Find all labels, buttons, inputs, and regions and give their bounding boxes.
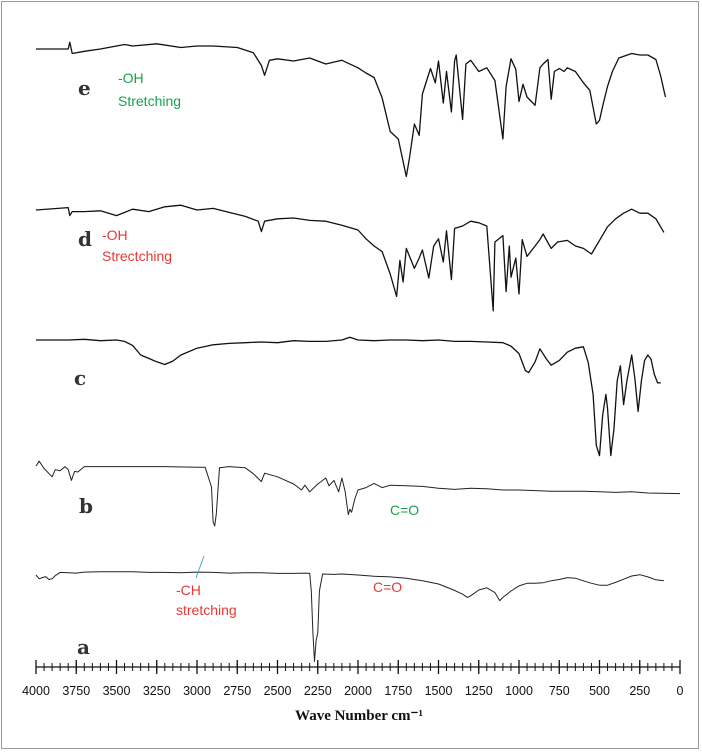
x-tick-label: 2750: [223, 684, 251, 698]
annotation-a-line1: -CH: [176, 582, 201, 598]
x-tick-label: 3750: [62, 684, 90, 698]
annotation-a-co: C=O: [373, 579, 402, 595]
annotation-b-co: C=O: [390, 502, 419, 518]
annotation-e-line1: -OH: [118, 70, 144, 86]
x-tick-label: 1000: [505, 684, 533, 698]
x-tick-label: 4000: [22, 684, 50, 698]
x-tick-label: 3000: [183, 684, 211, 698]
x-tick-label: 500: [589, 684, 610, 698]
panel-letter-a: a: [77, 635, 90, 659]
x-axis: 4000 3750 3500 3250 3000 2750 2500 2250 2000 1750…: [22, 660, 684, 698]
annotation-e-line2: Stretching: [118, 93, 181, 109]
x-tick-label: 2250: [304, 684, 332, 698]
x-tick-label: 1500: [425, 684, 453, 698]
x-tick-label: 2000: [344, 684, 372, 698]
spectra-curves: [35, 41, 681, 662]
x-tick-label: 3250: [143, 684, 171, 698]
panel-letter-d: d: [78, 227, 92, 251]
spectrum-line-e: [36, 41, 667, 178]
x-tick-label: 250: [629, 684, 650, 698]
annotation-a-leader-line: [195, 555, 205, 579]
x-axis-minor-ticks: [35, 663, 681, 671]
x-axis-major-ticks: [35, 660, 681, 674]
x-tick-label: 750: [549, 684, 570, 698]
spectrum-line-a: [35, 571, 664, 662]
x-axis-tick-labels: 4000 3750 3500 3250 3000 2750 2500 2250 2000 1750…: [22, 684, 683, 698]
panel-letter-e: e: [78, 76, 91, 100]
x-axis-title: Wave Number cm⁻¹: [295, 708, 423, 724]
x-tick-label: 0: [677, 684, 684, 698]
spectrum-line-d: [35, 204, 665, 312]
annotation-d-line2: Strectching: [102, 248, 172, 264]
x-tick-label: 1750: [384, 684, 412, 698]
x-tick-label: 1250: [465, 684, 493, 698]
x-tick-label: 2500: [264, 684, 292, 698]
spectrum-line-b: [35, 460, 681, 527]
spectrum-line-c: [36, 336, 661, 457]
annotation-d-line1: -OH: [102, 227, 128, 243]
x-tick-label: 3500: [103, 684, 131, 698]
panel-letter-b: b: [79, 494, 93, 518]
panel-letter-c: c: [74, 366, 86, 390]
annotation-a-line2: stretching: [176, 602, 237, 618]
